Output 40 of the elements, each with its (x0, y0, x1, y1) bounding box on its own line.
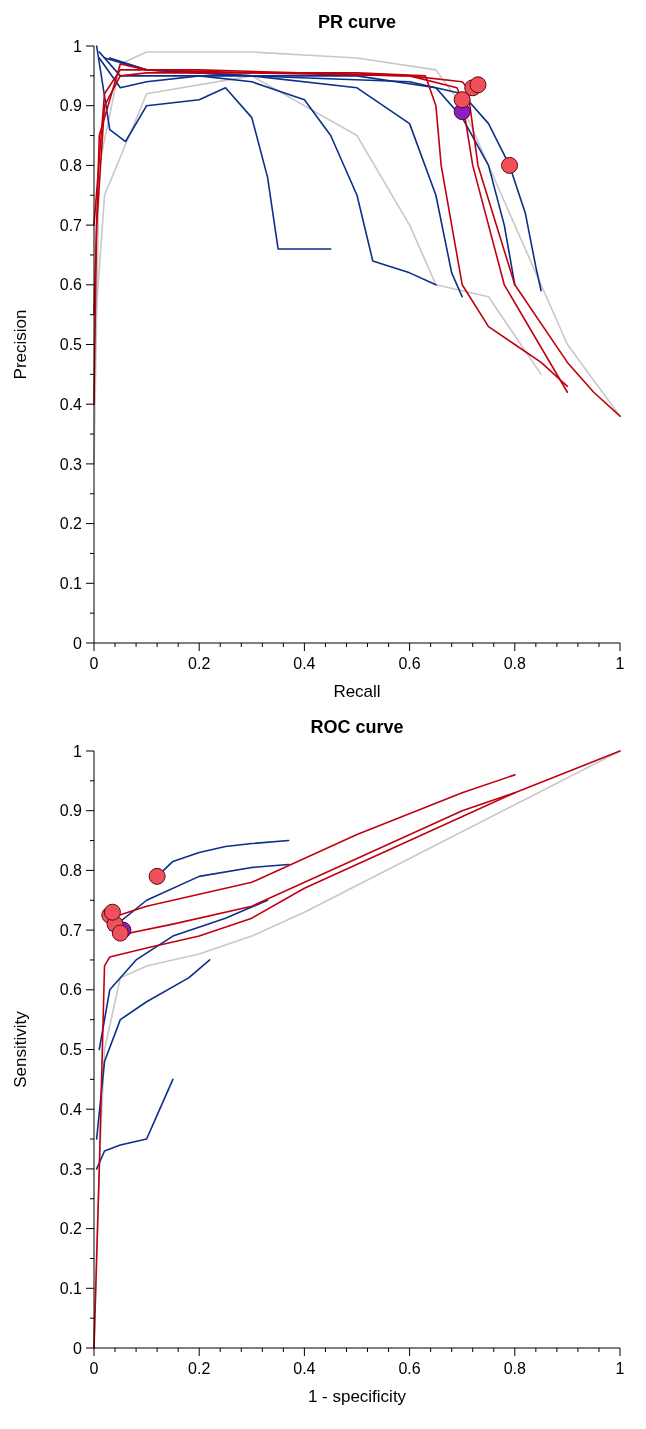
x-tick-label: 0.4 (293, 655, 316, 672)
y-tick-label: 0.4 (59, 1100, 83, 1118)
y-tick-label: 0.9 (59, 802, 83, 820)
y-tick-label: 0.6 (59, 981, 83, 999)
y-tick-label: 0.3 (59, 455, 83, 473)
y-tick-label: 0.7 (59, 216, 83, 234)
x-tick-label: 0.8 (503, 1360, 527, 1377)
y-axis-title: Sensitivity (11, 1010, 30, 1088)
y-tick-label: 0.5 (59, 1041, 83, 1059)
y-axis-title: Precision (11, 309, 30, 380)
y-tick-label: 0.8 (59, 157, 83, 174)
y-tick-label: 0.2 (59, 1220, 83, 1238)
y-tick-label: 0.1 (59, 1279, 83, 1297)
y-tick-label: 1 (73, 37, 83, 55)
x-tick-label: 0.8 (503, 655, 527, 672)
y-tick-label: 0 (73, 1339, 83, 1357)
x-tick-label: 0 (89, 655, 99, 672)
x-tick-label: 0 (89, 1360, 99, 1377)
y-tick-label: 1 (73, 742, 83, 760)
chart-title: ROC curve (310, 717, 404, 737)
y-tick-label: 0.3 (59, 1160, 83, 1178)
y-tick-label: 0.1 (59, 574, 83, 592)
y-tick-label: 0.4 (59, 395, 83, 413)
y-tick-label: 0.8 (59, 862, 83, 879)
x-tick-label: 0.6 (398, 1360, 421, 1377)
x-tick-label: 0.2 (188, 1360, 211, 1377)
y-tick-label: 0.9 (59, 97, 83, 115)
x-tick-label: 0.6 (398, 655, 421, 672)
x-tick-label: 1 (615, 655, 625, 672)
y-tick-label: 0.7 (59, 921, 83, 939)
y-tick-label: 0.6 (59, 276, 83, 294)
x-tick-label: 0.4 (293, 1360, 316, 1377)
x-axis-title: 1 - specificity (307, 1387, 407, 1406)
x-tick-label: 1 (615, 1360, 625, 1377)
x-tick-label: 0.2 (188, 655, 211, 672)
x-axis-title: Recall (333, 682, 381, 701)
y-tick-label: 0 (73, 634, 83, 652)
y-tick-label: 0.2 (59, 515, 83, 533)
y-tick-label: 0.5 (59, 336, 83, 354)
chart-title: PR curve (317, 12, 397, 32)
